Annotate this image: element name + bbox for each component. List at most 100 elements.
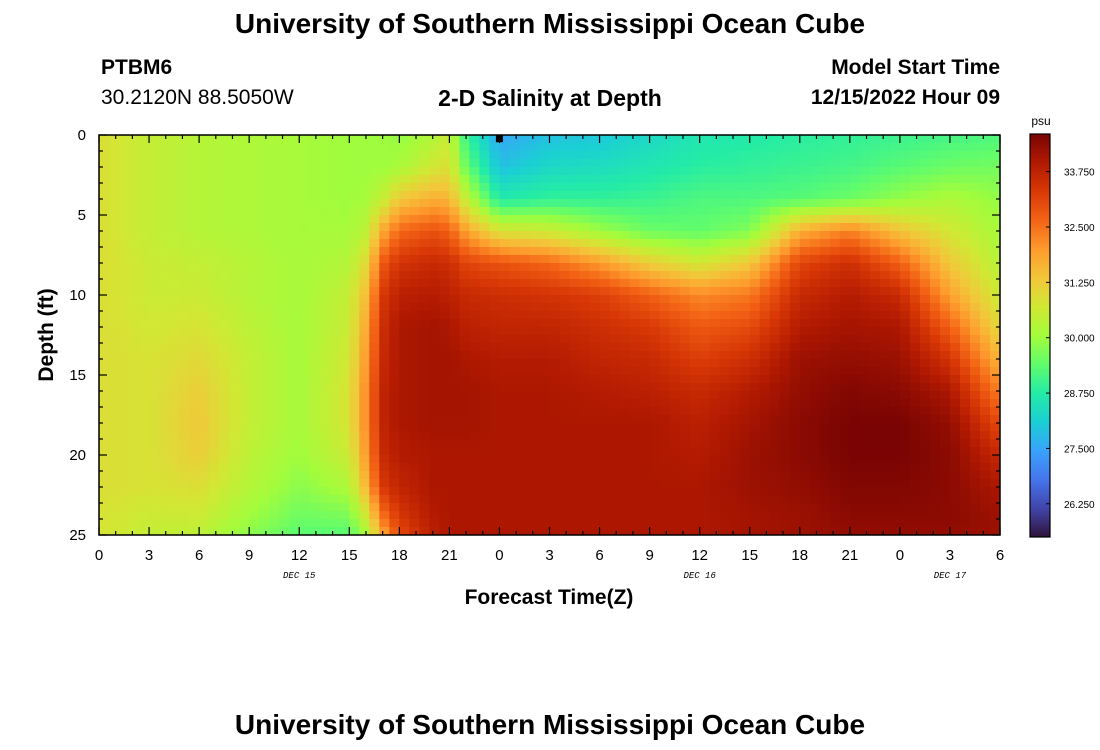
heatmap-cell — [479, 511, 491, 520]
heatmap-cell — [499, 383, 511, 392]
heatmap-cell — [329, 423, 340, 432]
heatmap-cell — [639, 495, 651, 504]
heatmap-cell — [809, 351, 821, 360]
heatmap-cell — [319, 399, 330, 408]
heatmap-cell — [109, 503, 120, 512]
heatmap-cell — [929, 391, 941, 400]
heatmap-cell — [919, 327, 931, 336]
heatmap-cell — [879, 391, 891, 400]
heatmap-cell — [819, 439, 831, 448]
heatmap-cell — [469, 527, 481, 535]
heatmap-cell — [899, 135, 911, 144]
heatmap-cell — [119, 207, 130, 216]
heatmap-cell — [979, 527, 991, 535]
heatmap-cell — [409, 399, 420, 408]
heatmap-cell — [609, 439, 621, 448]
heatmap-cell — [759, 391, 771, 400]
heatmap-cell — [539, 439, 551, 448]
heatmap-cell — [629, 311, 641, 320]
heatmap-cell — [629, 471, 641, 480]
heatmap-cell — [679, 383, 691, 392]
heatmap-cell — [899, 303, 911, 312]
heatmap-cell — [749, 415, 761, 424]
heatmap-cell — [979, 439, 991, 448]
heatmap-cell — [489, 479, 501, 488]
heatmap-cell — [349, 527, 360, 535]
heatmap-cell — [969, 519, 981, 528]
heatmap-cell — [769, 391, 781, 400]
heatmap-cell — [319, 271, 330, 280]
heatmap-cell — [819, 151, 831, 160]
heatmap-cell — [709, 183, 721, 192]
heatmap-cell — [639, 167, 651, 176]
heatmap-cell — [549, 215, 561, 224]
heatmap-cell — [629, 263, 641, 272]
heatmap-cell — [819, 263, 831, 272]
heatmap-cell — [279, 191, 290, 200]
heatmap-cell — [479, 287, 491, 296]
heatmap-cell — [699, 519, 711, 528]
heatmap-cell — [229, 359, 240, 368]
heatmap-cell — [819, 463, 831, 472]
y-tick-label: 0 — [78, 127, 86, 144]
heatmap-cell — [189, 527, 200, 535]
heatmap-cell — [429, 199, 440, 208]
heatmap-cell — [809, 303, 821, 312]
heatmap-cell — [979, 295, 991, 304]
heatmap-cell — [429, 431, 440, 440]
heatmap-cell — [239, 199, 250, 208]
heatmap-cell — [619, 151, 631, 160]
heatmap-cell — [179, 231, 190, 240]
heatmap-cell — [799, 295, 811, 304]
heatmap-cell — [579, 367, 591, 376]
heatmap-cell — [479, 159, 491, 168]
heatmap-cell — [689, 207, 701, 216]
heatmap-cell — [699, 439, 711, 448]
heatmap-cell — [529, 311, 541, 320]
heatmap-cell — [809, 431, 821, 440]
heatmap-cell — [959, 319, 971, 328]
heatmap-cell — [229, 183, 240, 192]
heatmap-cell — [469, 295, 481, 304]
heatmap-cell — [679, 239, 691, 248]
heatmap-cell — [809, 487, 821, 496]
heatmap-cell — [969, 255, 981, 264]
heatmap-cell — [279, 503, 290, 512]
heatmap-cell — [309, 439, 320, 448]
heatmap-cell — [989, 159, 1000, 168]
heatmap-cell — [519, 191, 531, 200]
heatmap-cell — [349, 191, 360, 200]
heatmap-cell — [669, 207, 681, 216]
heatmap-cell — [859, 447, 871, 456]
heatmap-cell — [759, 503, 771, 512]
heatmap-cell — [849, 271, 861, 280]
heatmap-cell — [569, 383, 581, 392]
heatmap-cell — [119, 231, 130, 240]
heatmap-cell — [169, 199, 180, 208]
heatmap-cell — [569, 255, 581, 264]
heatmap-cell — [99, 407, 110, 416]
heatmap-cell — [169, 207, 180, 216]
heatmap-cell — [419, 199, 430, 208]
heatmap-cell — [419, 151, 430, 160]
heatmap-cell — [429, 335, 440, 344]
heatmap-cell — [669, 423, 681, 432]
heatmap-cell — [509, 231, 521, 240]
heatmap-cell — [979, 247, 991, 256]
heatmap-cell — [549, 487, 561, 496]
heatmap-cell — [589, 175, 601, 184]
heatmap-cell — [589, 511, 601, 520]
heatmap-cell — [349, 503, 360, 512]
heatmap-cell — [979, 279, 991, 288]
heatmap-cell — [189, 519, 200, 528]
heatmap-cell — [989, 479, 1000, 488]
heatmap-cell — [179, 263, 190, 272]
heatmap-cell — [209, 159, 220, 168]
heatmap-cell — [929, 479, 941, 488]
heatmap-cell — [269, 311, 280, 320]
heatmap-cell — [649, 199, 661, 208]
heatmap-cell — [629, 303, 641, 312]
heatmap-cell — [739, 263, 751, 272]
heatmap-cell — [649, 351, 661, 360]
heatmap-cell — [619, 511, 631, 520]
